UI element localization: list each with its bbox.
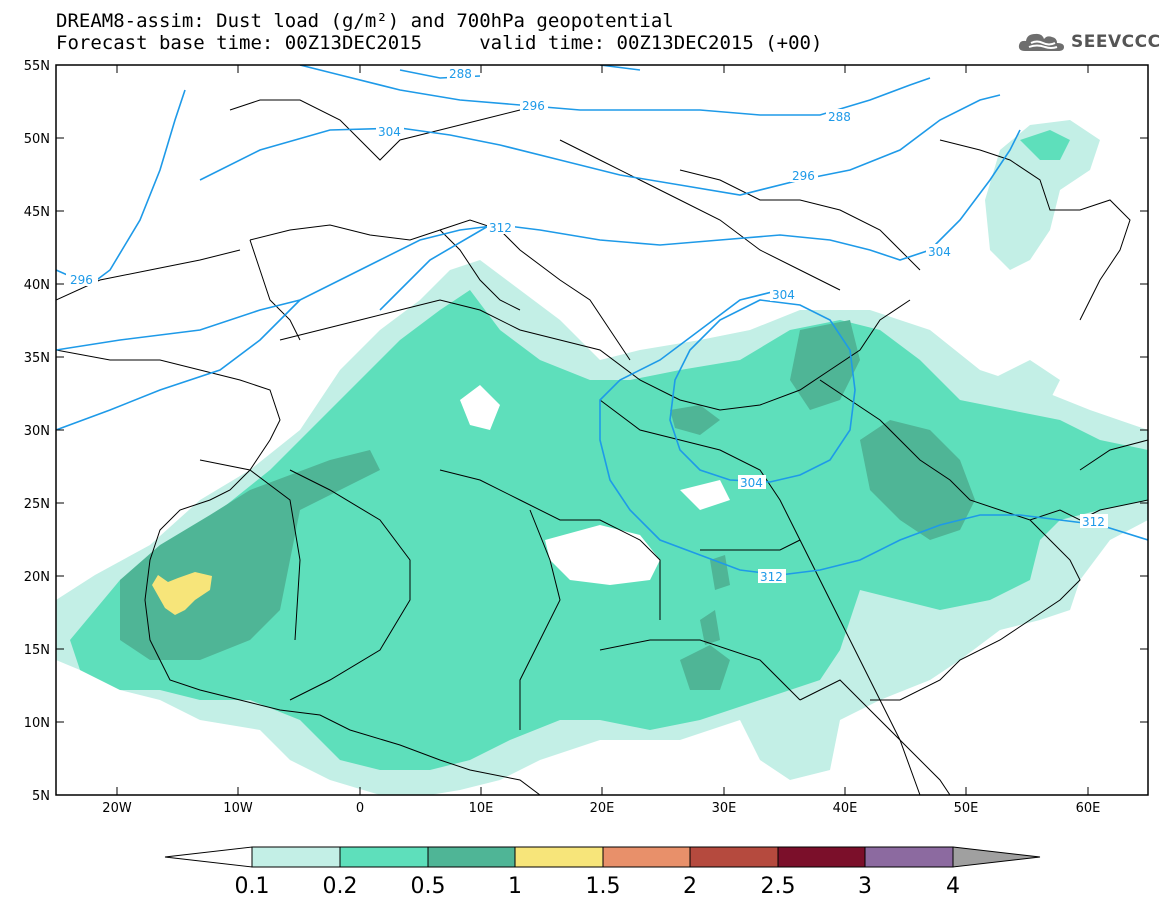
colorbar-label: 1 [508, 874, 522, 899]
seevccc-logo: SEEVCCC [1017, 27, 1161, 57]
contour-label: 312 [760, 570, 783, 584]
contour-label: 304 [928, 245, 951, 259]
lon-label: 50E [954, 801, 979, 816]
contour-label: 304 [378, 125, 401, 139]
colorbar-label: 2 [683, 874, 697, 899]
contour-label: 288 [449, 67, 472, 81]
contour-label: 312 [1082, 515, 1105, 529]
longitude-axis [116, 65, 1089, 795]
lon-label: 0 [356, 801, 364, 816]
lon-label: 10W [223, 801, 253, 816]
colorbar-label: 0.2 [323, 874, 358, 899]
colorbar-bin [514, 846, 604, 868]
colorbar-bin [339, 846, 429, 868]
lat-label: 55N [24, 59, 50, 74]
colorbar [164, 846, 1041, 868]
lat-label: 20N [24, 570, 50, 585]
cloud-icon [1018, 33, 1064, 51]
lon-label: 40E [833, 801, 858, 816]
colorbar-under-arrow [164, 846, 253, 868]
lat-label: 5N [32, 789, 50, 804]
colorbar-label: 2.5 [761, 874, 796, 899]
contour-label: 296 [70, 273, 93, 287]
contour-label: 304 [740, 476, 763, 490]
colorbar-over-arrow [952, 846, 1041, 868]
coastlines-and-borders [56, 99, 1148, 795]
latitude-axis [56, 64, 1148, 723]
lat-label: 50N [24, 132, 50, 147]
lat-label: 35N [24, 351, 50, 366]
colorbar-bin [427, 846, 516, 868]
colorbar-label: 0.1 [235, 874, 270, 899]
colorbar-label: 4 [946, 874, 960, 899]
lat-label: 40N [24, 278, 50, 293]
contour-labels: 288 296 304 296 288 296 312 304 304 304 … [66, 66, 1108, 584]
contour-label: 312 [489, 221, 512, 235]
contour-label: 304 [772, 288, 795, 302]
colorbar-bin [602, 846, 691, 868]
colorbar-bin [777, 846, 866, 868]
lon-label: 60E [1076, 801, 1101, 816]
lat-label: 10N [24, 716, 50, 731]
contour-label: 296 [792, 169, 815, 183]
lat-label: 15N [24, 643, 50, 658]
colorbar-bin [864, 846, 954, 868]
contour-label: 296 [522, 99, 545, 113]
lon-label: 20W [102, 801, 132, 816]
lon-label: 10E [469, 801, 494, 816]
title-line-2: Forecast base time: 00Z13DEC2015 valid t… [56, 32, 823, 54]
colorbar-label: 1.5 [586, 874, 621, 899]
colorbar-bin [251, 846, 341, 868]
lon-label: 20E [590, 801, 615, 816]
colorbar-bin [689, 846, 779, 868]
contour-label: 288 [828, 110, 851, 124]
colorbar-label: 3 [858, 874, 872, 899]
geopotential-contours [56, 65, 1148, 576]
chart-header: DREAM8-assim: Dust load (g/m²) and 700hP… [56, 10, 956, 54]
lon-label: 30E [712, 801, 737, 816]
lat-label: 45N [24, 205, 50, 220]
lat-label: 25N [24, 497, 50, 512]
title-line-1: DREAM8-assim: Dust load (g/m²) and 700hP… [56, 10, 674, 32]
dust-free-areas [460, 385, 730, 585]
dust-area-1-1.5 [152, 572, 212, 615]
colorbar-label: 0.5 [411, 874, 446, 899]
logo-text: SEEVCCC [1071, 32, 1161, 52]
lat-label: 30N [24, 424, 50, 439]
